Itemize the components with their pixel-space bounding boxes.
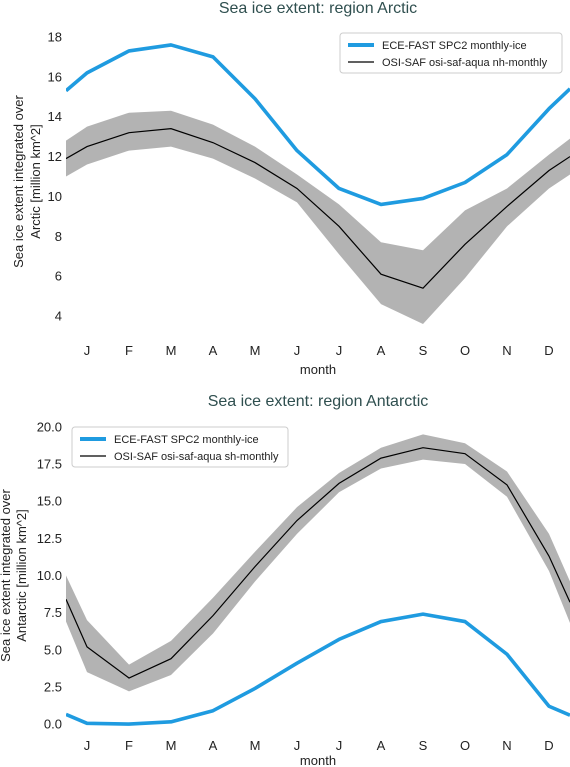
obs-spread-band [66, 434, 570, 692]
x-tick-label: J [84, 343, 91, 358]
x-tick-label: A [377, 343, 386, 358]
x-tick-label: D [544, 343, 553, 358]
legend-obs-label: OSI-SAF osi-saf-aqua sh-monthly [114, 451, 279, 463]
x-tick-label: M [250, 343, 261, 358]
legend: ECE-FAST SPC2 monthly-ice OSI-SAF osi-saf… [339, 32, 563, 74]
obs-series-line [66, 128, 570, 289]
y-axis-label: Sea ice extent integrated over [0, 488, 13, 661]
y-tick-label: 8 [55, 229, 62, 244]
x-tick-label: J [336, 343, 343, 358]
x-tick-label: A [209, 738, 218, 753]
y-tick-label: 12 [48, 149, 62, 164]
x-tick-label: A [377, 738, 386, 753]
x-tick-label: O [460, 738, 470, 753]
y-tick-label: 7.5 [44, 605, 62, 620]
obs-series-line [66, 447, 570, 679]
x-tick-label: J [84, 738, 91, 753]
x-tick-label: M [166, 343, 177, 358]
y-axis-label: Sea ice extent integrated over [11, 94, 26, 267]
x-tick-label: S [419, 343, 428, 358]
chart-panel-1: Sea ice extent: region Arctic Sea ice ext… [11, 0, 570, 377]
chart-panel-2: Sea ice extent: region Antarctic Sea ice … [0, 393, 570, 767]
y-axis-label: Antarctic [million km^2] [14, 509, 29, 642]
y-tick-label: 15.0 [37, 494, 62, 509]
x-axis-label: month [300, 753, 336, 767]
legend-box [71, 426, 289, 468]
plot-area [66, 434, 570, 726]
y-tick-label: 17.5 [37, 457, 62, 472]
legend: ECE-FAST SPC2 monthly-ice OSI-SAF osi-saf… [71, 426, 289, 468]
legend-box [339, 32, 563, 74]
x-tick-label: A [209, 343, 218, 358]
legend-model-label: ECE-FAST SPC2 monthly-ice [382, 40, 527, 52]
x-tick-label: M [250, 738, 261, 753]
y-axis-label: Arctic [million km^2] [28, 124, 43, 238]
y-tick-label: 16 [48, 69, 62, 84]
y-tick-label: 14 [48, 109, 62, 124]
y-tick-label: 0.0 [44, 717, 62, 732]
y-tick-label: 12.5 [37, 531, 62, 546]
x-tick-label: N [502, 738, 511, 753]
x-tick-label: J [336, 738, 343, 753]
x-tick-label: M [166, 738, 177, 753]
y-tick-label: 20.0 [37, 419, 62, 434]
plot-area [66, 43, 570, 325]
x-tick-label: S [419, 738, 428, 753]
y-tick-label: 6 [55, 269, 62, 284]
x-axis-label: month [300, 362, 336, 377]
x-tick-label: F [125, 343, 133, 358]
y-tick-label: 10.0 [37, 568, 62, 583]
legend-obs-label: OSI-SAF osi-saf-aqua nh-monthly [382, 57, 548, 69]
chart-title: Sea ice extent: region Antarctic [208, 393, 429, 410]
x-tick-label: J [294, 343, 301, 358]
model-series-line [66, 43, 570, 207]
obs-spread-band [66, 110, 570, 325]
x-tick-label: J [294, 738, 301, 753]
y-tick-label: 10 [48, 189, 62, 204]
y-tick-label: 5.0 [44, 642, 62, 657]
x-tick-label: D [544, 738, 553, 753]
model-series-line [66, 612, 570, 726]
x-tick-label: N [502, 343, 511, 358]
x-tick-label: F [125, 738, 133, 753]
y-tick-label: 18 [48, 29, 62, 44]
y-tick-label: 2.5 [44, 679, 62, 694]
y-tick-label: 4 [55, 309, 62, 324]
x-tick-label: O [460, 343, 470, 358]
legend-model-label: ECE-FAST SPC2 monthly-ice [114, 434, 259, 446]
chart-title: Sea ice extent: region Arctic [219, 0, 417, 17]
